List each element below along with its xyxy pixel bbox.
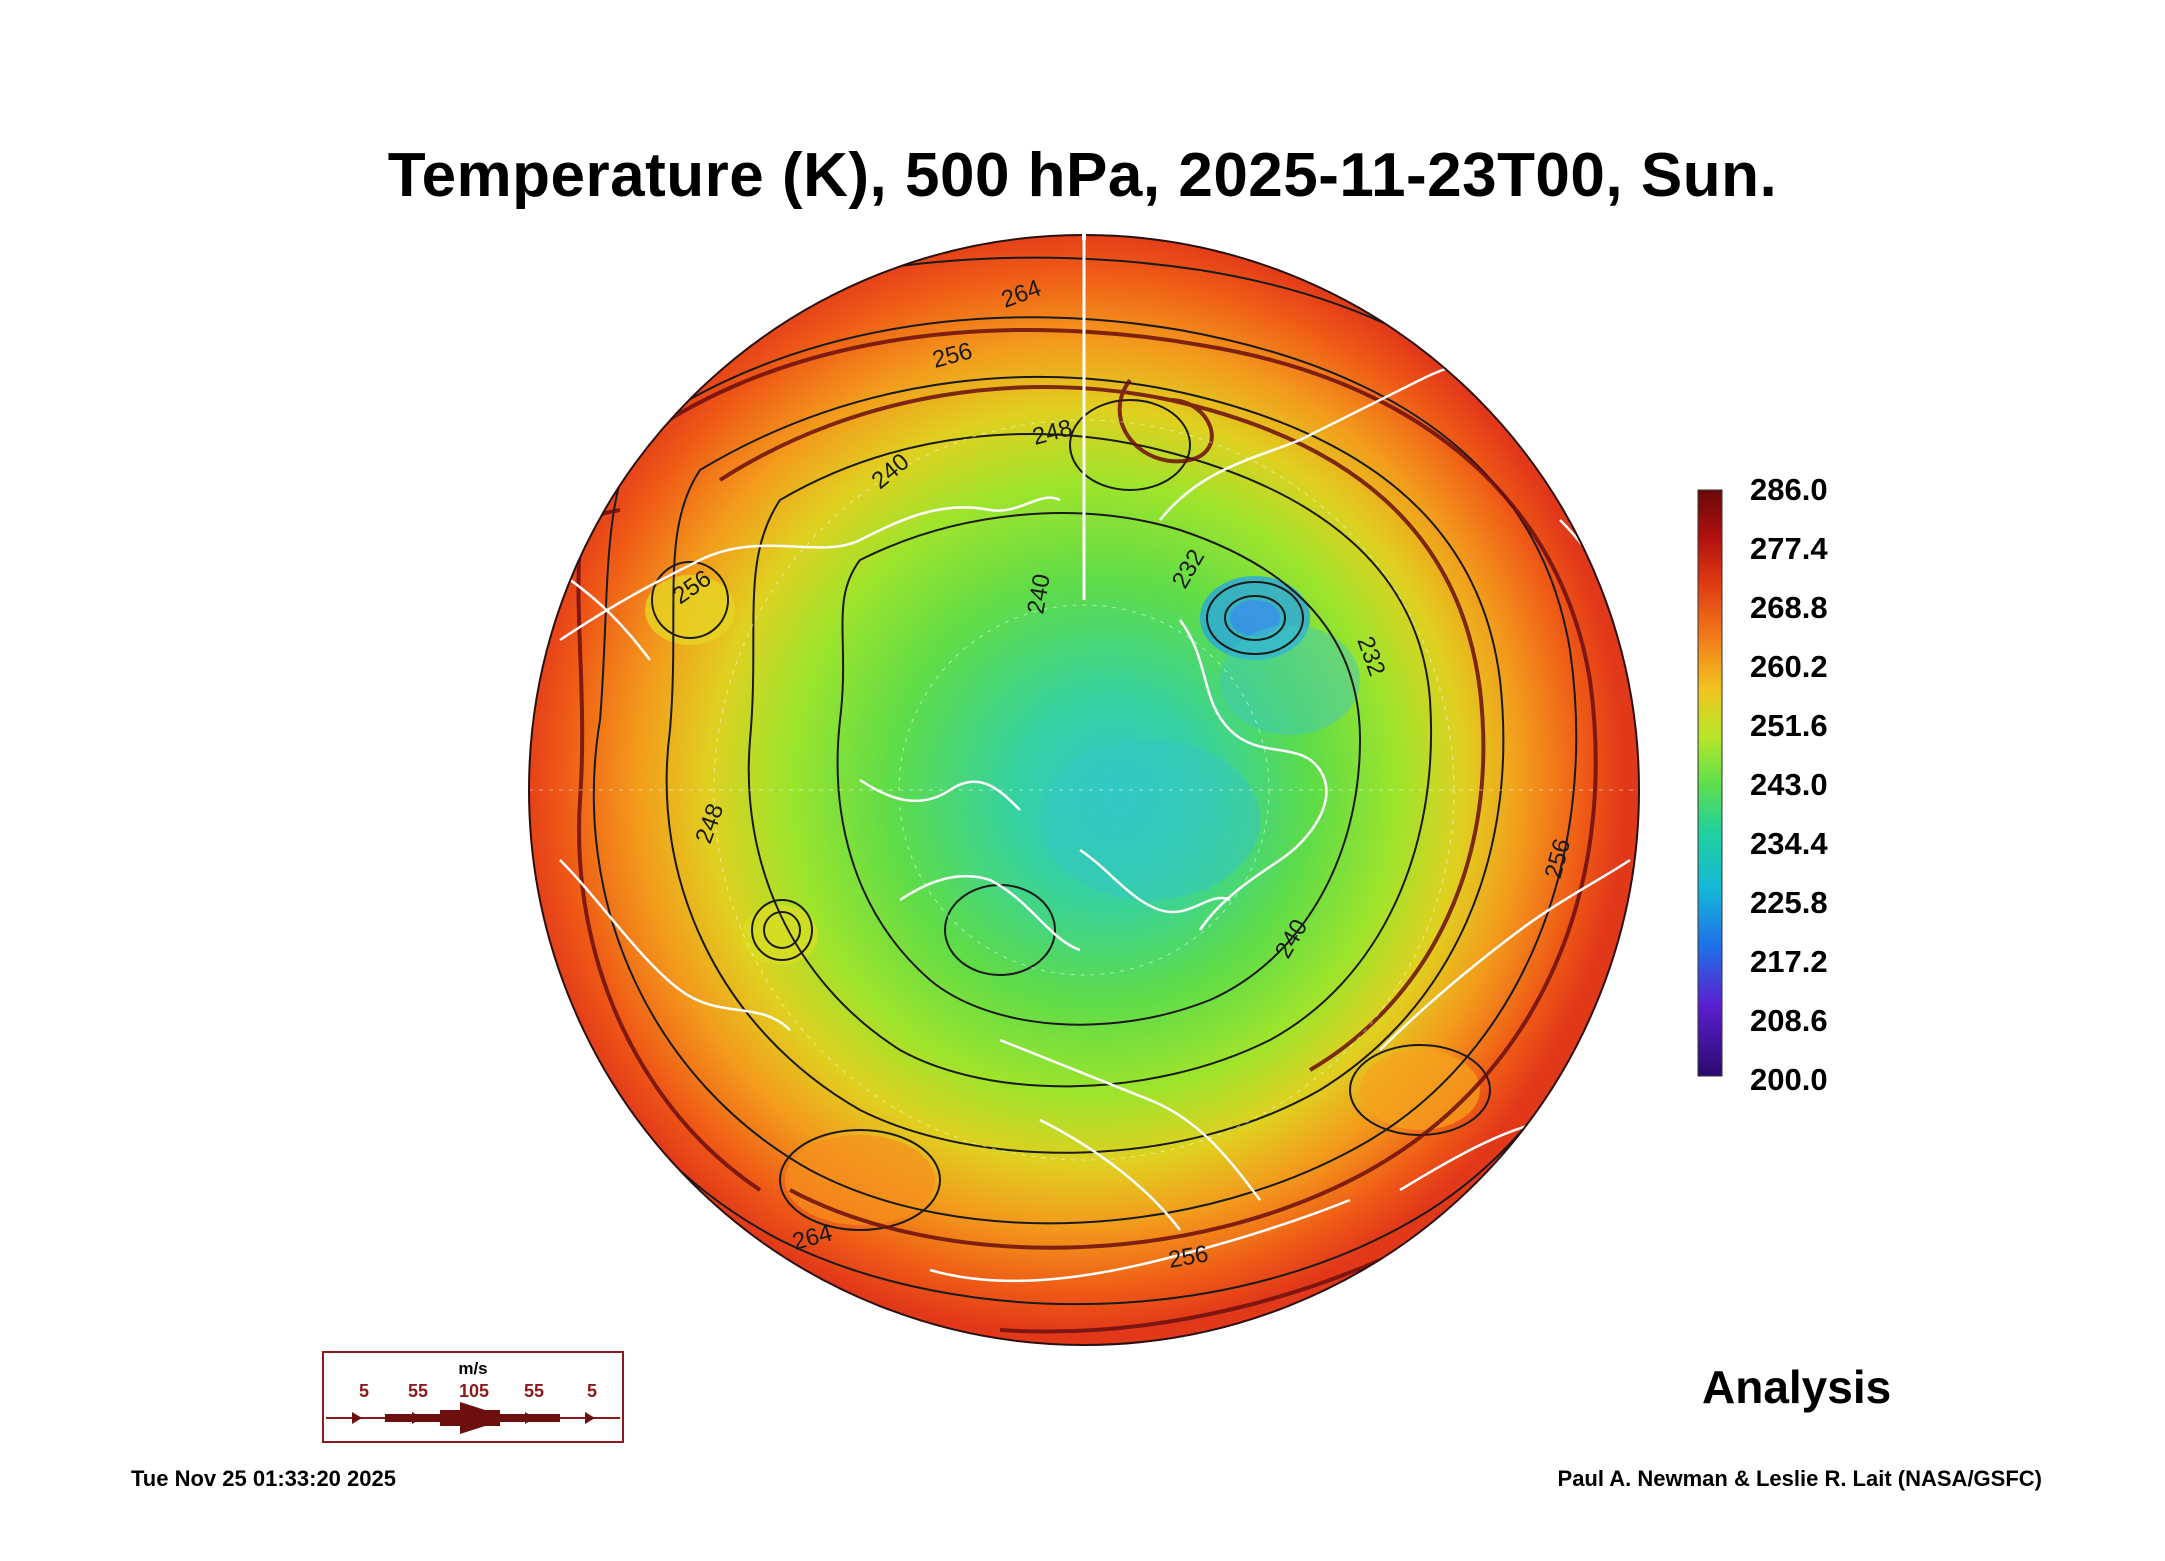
colorbar-label: 260.2 — [1750, 649, 1828, 684]
wind-legend-value: 5 — [586, 1381, 598, 1401]
colorbar — [1697, 489, 1723, 1077]
wind-legend-value: 5 — [358, 1381, 370, 1401]
cold-pool-core — [1230, 600, 1280, 636]
wind-speed-legend-arrow — [326, 1402, 620, 1434]
analysis-label: Analysis — [1702, 1361, 1892, 1413]
map-title: Temperature (K), 500 hPa, 2025-11-23T00,… — [387, 141, 1778, 210]
timestamp: Tue Nov 25 01:33:20 2025 — [131, 1466, 396, 1491]
wind-speed-legend: m/s 5 55 105 55 5 — [322, 1351, 624, 1443]
coastlines — [539, 359, 1632, 1283]
wind-legend-value: 105 — [458, 1381, 490, 1401]
colorbar-label: 251.6 — [1750, 708, 1828, 743]
colorbar-label: 234.4 — [1750, 826, 1828, 861]
wind-legend-value: 55 — [523, 1381, 545, 1401]
warm-blob — [785, 1135, 935, 1225]
wind-legend-unit: m/s — [458, 1359, 488, 1378]
colorbar-label: 286.0 — [1750, 472, 1828, 507]
colorbar-label: 225.8 — [1750, 885, 1828, 920]
cold-region — [1220, 625, 1360, 735]
cold-region — [1040, 740, 1260, 900]
colorbar-label: 243.0 — [1750, 767, 1828, 802]
credit: Paul A. Newman & Leslie R. Lait (NASA/GS… — [1557, 1466, 2042, 1491]
colorbar-label: 200.0 — [1750, 1062, 1828, 1097]
colorbar-label: 268.8 — [1750, 590, 1828, 625]
colorbar-label: 217.2 — [1750, 944, 1828, 979]
wind-legend-value: 55 — [407, 1381, 429, 1401]
colorbar-label: 277.4 — [1750, 531, 1828, 566]
colorbar-label: 208.6 — [1750, 1003, 1828, 1038]
warm-blob — [645, 575, 735, 645]
lat-lon-grid — [529, 419, 1639, 1161]
